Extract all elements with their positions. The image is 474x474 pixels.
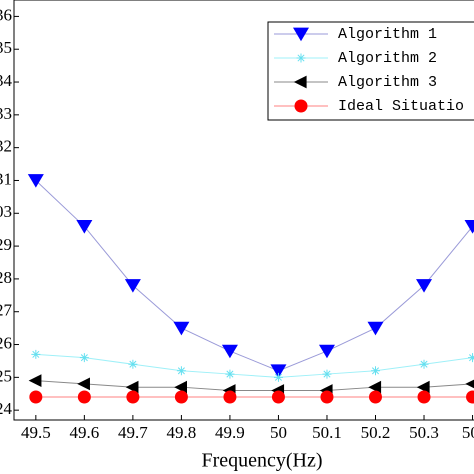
y-tick-label: 036	[0, 5, 12, 24]
data-point	[28, 374, 42, 388]
data-point	[271, 390, 285, 404]
data-point	[126, 390, 140, 404]
x-tick-label: 49.5	[21, 423, 51, 442]
data-point	[368, 380, 382, 394]
x-tick-label: 49.7	[118, 423, 148, 442]
data-point	[464, 220, 474, 234]
x-tick-label: 50	[270, 423, 287, 442]
data-point	[270, 364, 287, 378]
data-point	[29, 390, 43, 404]
y-tick-label: 025	[0, 366, 12, 385]
data-point	[125, 380, 139, 394]
legend-label: Algorithm 3	[338, 74, 437, 91]
y-tick-label: 027	[0, 301, 13, 320]
data-point	[77, 377, 90, 391]
data-point	[367, 321, 384, 336]
data-point	[318, 344, 335, 359]
data-point	[173, 321, 190, 336]
x-tick-label: 50.1	[312, 423, 342, 442]
data-point	[468, 353, 474, 363]
data-point	[273, 372, 283, 382]
data-point	[174, 380, 188, 394]
data-point	[223, 390, 237, 404]
data-point	[76, 220, 93, 234]
legend-label: Algorithm 2	[338, 50, 437, 67]
x-tick-label: 49.8	[167, 423, 197, 442]
y-tick-label: 033	[0, 104, 12, 123]
data-point	[174, 390, 188, 404]
data-point	[465, 379, 474, 389]
data-point	[128, 359, 138, 369]
data-point	[79, 353, 89, 363]
x-tick-label: 49.9	[215, 423, 245, 442]
data-point	[221, 344, 238, 359]
data-point	[320, 390, 334, 404]
data-point	[370, 366, 380, 376]
data-point	[416, 380, 430, 394]
data-point	[176, 366, 186, 376]
x-tick-label: 50.3	[409, 423, 439, 442]
data-point	[124, 279, 141, 293]
data-point	[322, 369, 332, 379]
data-point	[225, 369, 235, 379]
data-point	[466, 390, 474, 404]
y-tick-label: 029	[0, 235, 12, 254]
data-point	[368, 390, 382, 404]
y-tick-label: 026	[0, 333, 12, 352]
y-tick-label: 034	[0, 71, 13, 90]
data-point	[417, 390, 431, 404]
legend-marker	[296, 53, 306, 63]
legend-label: Algorithm 1	[338, 26, 437, 43]
data-point	[77, 390, 91, 404]
x-tick-label: 50.	[462, 423, 474, 442]
data-point	[31, 349, 41, 359]
data-point	[419, 359, 429, 369]
y-tick-label: 032	[0, 137, 12, 156]
x-tick-label: 50.2	[361, 423, 391, 442]
series-line	[35, 353, 473, 378]
legend-marker	[293, 27, 309, 42]
y-tick-label: 024	[0, 399, 13, 418]
plot-frame	[13, 0, 474, 421]
x-axis-label: Frequency(Hz)	[201, 450, 322, 472]
y-tick-label: 028	[0, 268, 12, 287]
legend-label: Ideal Situatio	[338, 98, 464, 115]
legend-marker	[294, 99, 308, 113]
y-tick-label: 031	[0, 169, 12, 188]
y-tick-label: 035	[0, 38, 12, 57]
y-tick-label: 03	[0, 202, 12, 221]
data-point	[416, 279, 433, 293]
series-line	[35, 380, 473, 391]
x-tick-label: 49.6	[69, 423, 99, 442]
legend-marker	[293, 75, 307, 89]
series-line	[35, 180, 473, 372]
data-point	[27, 174, 44, 188]
